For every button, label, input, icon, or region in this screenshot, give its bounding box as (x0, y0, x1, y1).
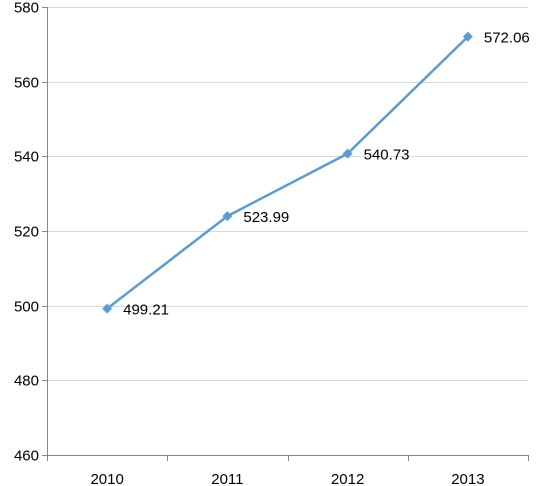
gridlines (47, 7, 528, 381)
data-label-2013: 572.06 (484, 30, 530, 47)
x-tick-label-2012: 2012 (331, 471, 364, 486)
x-tick-label-2011: 2011 (211, 471, 243, 486)
y-tick-label: 500 (14, 299, 39, 316)
x-tick-labels: 2010 2011 2012 2013 (90, 471, 484, 486)
data-label-2010: 499.21 (123, 302, 169, 319)
data-point-2010 (102, 303, 113, 314)
series-line (106, 35, 469, 310)
y-tick-label: 520 (14, 224, 39, 241)
data-label-2012: 540.73 (364, 147, 410, 164)
y-tick-label: 480 (14, 373, 39, 390)
x-tick-label-2013: 2013 (451, 471, 484, 486)
axes (42, 7, 529, 461)
series-group (102, 31, 473, 314)
y-tick-label: 540 (14, 149, 39, 166)
data-point-2012 (342, 148, 353, 159)
y-tick-label: 460 (14, 448, 39, 465)
y-tick-labels: 460 480 500 520 540 560 580 (14, 0, 39, 465)
data-label-2011: 523.99 (243, 209, 289, 226)
data-point-2013 (462, 31, 473, 42)
y-tick-label: 560 (14, 75, 39, 92)
x-tick-label-2010: 2010 (90, 471, 123, 486)
data-labels: 499.21 523.99 540.73 572.06 (123, 30, 530, 319)
data-point-2011 (222, 211, 233, 222)
y-tick-label: 580 (14, 0, 39, 17)
